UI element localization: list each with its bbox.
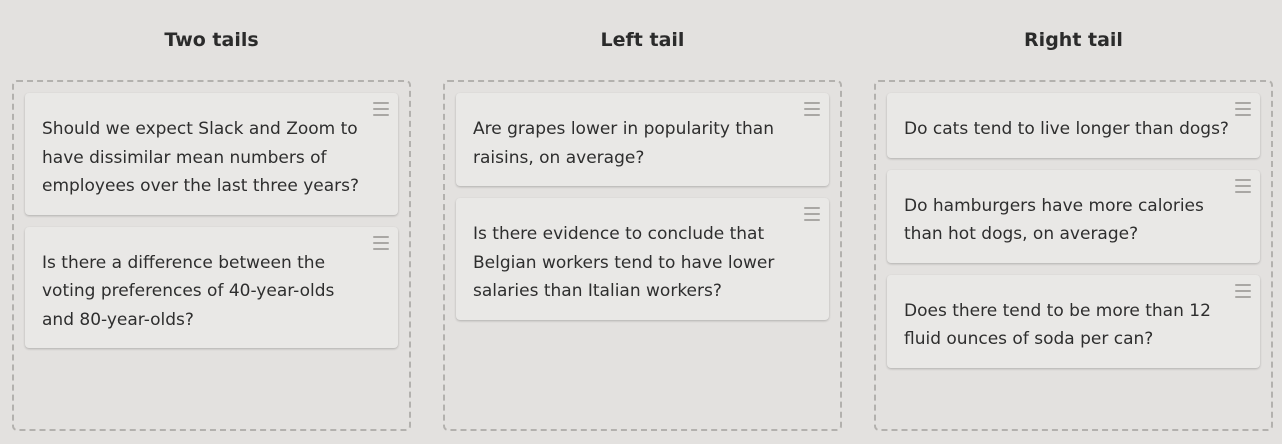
card-text: Do cats tend to live longer than dogs? [904, 119, 1229, 139]
column-title: Right tail [1024, 29, 1123, 51]
drag-handle-icon[interactable] [1235, 102, 1251, 116]
drag-handle-icon[interactable] [804, 102, 820, 116]
draggable-card[interactable]: Should we expect Slack and Zoom to have … [25, 93, 398, 215]
card-text: Does there tend to be more than 12 fluid… [904, 300, 1211, 350]
draggable-card[interactable]: Is there a difference between the voting… [25, 226, 398, 348]
column-title: Left tail [600, 29, 685, 51]
draggable-card[interactable]: Do hamburgers have more calories than ho… [887, 169, 1260, 263]
card-text: Is there evidence to conclude that Belgi… [473, 224, 775, 301]
draggable-card[interactable]: Are grapes lower in popularity than rais… [456, 93, 829, 186]
draggable-card[interactable]: Does there tend to be more than 12 fluid… [887, 274, 1260, 368]
draggable-card[interactable]: Is there evidence to conclude that Belgi… [456, 198, 829, 320]
card-text: Are grapes lower in popularity than rais… [473, 119, 774, 168]
card-text: Is there a difference between the voting… [42, 252, 335, 330]
drag-handle-icon[interactable] [1235, 283, 1251, 298]
drag-handle-icon[interactable] [804, 207, 820, 221]
draggable-card[interactable]: Do cats tend to live longer than dogs? [887, 93, 1260, 158]
drag-handle-icon[interactable] [373, 102, 389, 116]
card-text: Should we expect Slack and Zoom to have … [42, 119, 360, 196]
column-title: Two tails [164, 29, 259, 51]
dropzone-right-tail[interactable]: Do cats tend to live longer than dogs? D… [874, 80, 1273, 431]
drag-handle-icon[interactable] [373, 235, 389, 250]
dropzone-two-tails[interactable]: Should we expect Slack and Zoom to have … [12, 80, 411, 431]
drag-handle-icon[interactable] [1235, 178, 1251, 193]
dropzone-left-tail[interactable]: Are grapes lower in popularity than rais… [443, 80, 842, 431]
card-text: Do hamburgers have more calories than ho… [904, 195, 1204, 245]
